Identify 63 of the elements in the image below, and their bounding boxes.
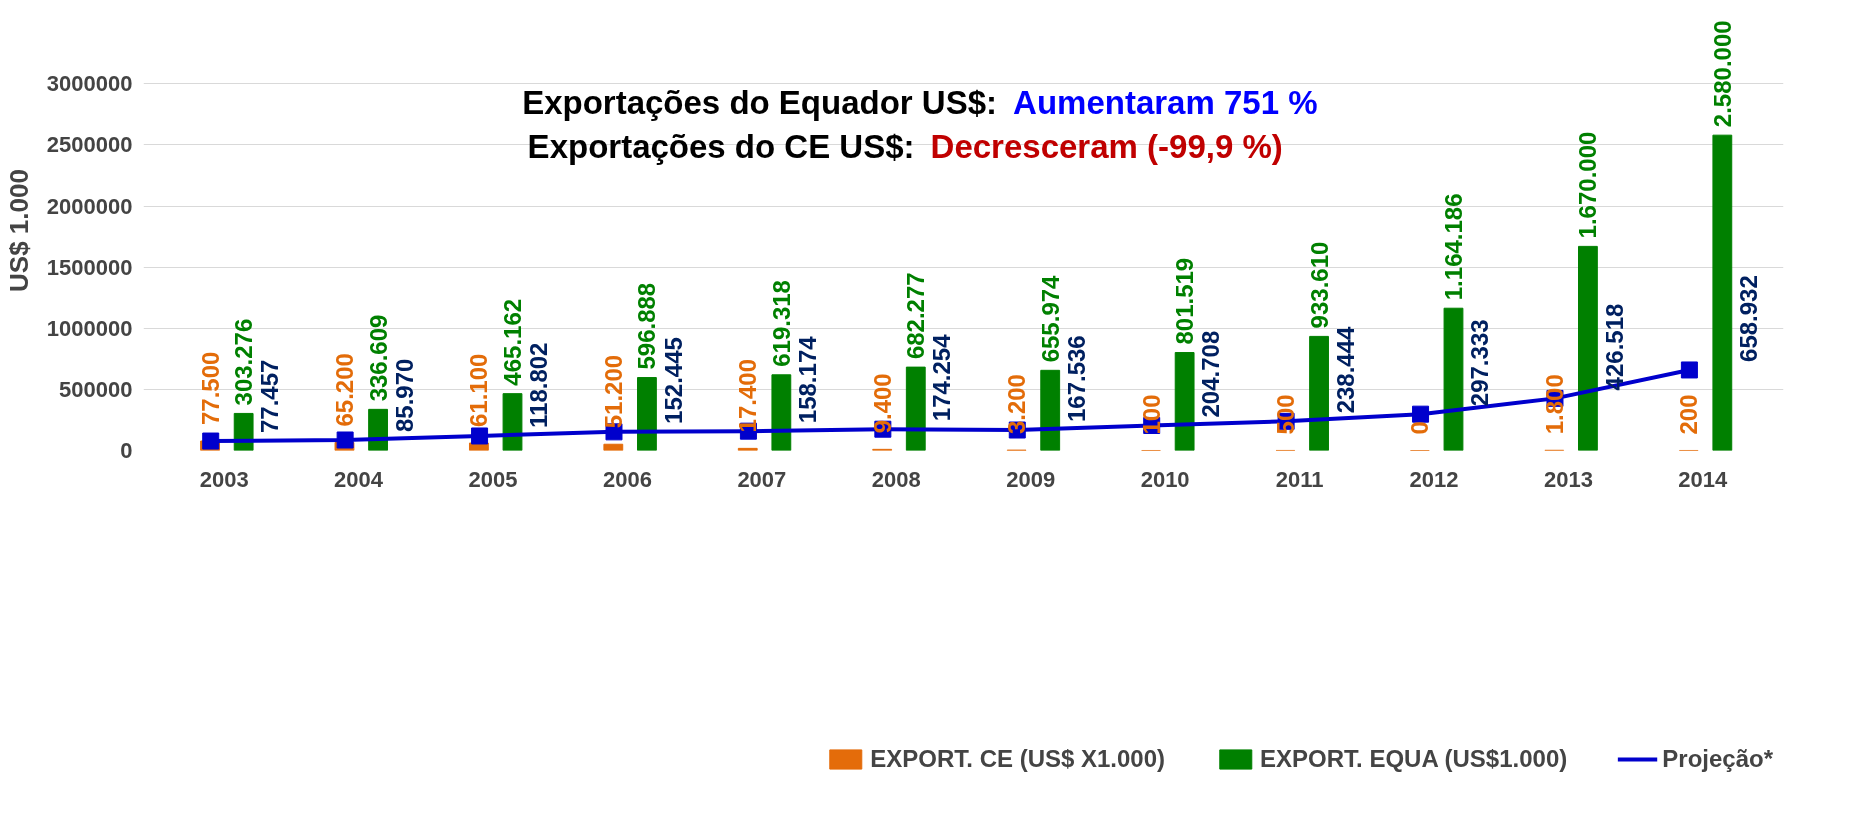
data-label: 303.276 xyxy=(230,318,258,406)
data-label: 2.580.000 xyxy=(1708,20,1736,128)
data-label: 118.802 xyxy=(525,342,553,428)
data-label: 204.708 xyxy=(1197,330,1225,418)
y-tick-label: 500000 xyxy=(59,376,133,402)
x-tick-label: 2003 xyxy=(199,466,249,492)
x-tick-label: 2012 xyxy=(1409,466,1459,492)
data-label: 801.519 xyxy=(1171,257,1199,345)
legend-label: Projeção* xyxy=(1662,745,1773,773)
y-tick-label: 2500000 xyxy=(46,132,133,158)
y-tick-label: 0 xyxy=(120,438,133,463)
annotation: Decresceram (-99,9 %) xyxy=(930,127,1283,165)
data-label: 77.457 xyxy=(256,359,284,434)
data-label: 77.500 xyxy=(196,351,224,426)
data-label: 17.400 xyxy=(734,358,762,433)
data-label: 158.174 xyxy=(794,335,822,424)
data-label: 619.318 xyxy=(767,280,795,367)
data-label: 297.333 xyxy=(1466,319,1494,407)
data-label: 9.400 xyxy=(868,373,896,434)
data-label: 1.800 xyxy=(1540,374,1568,435)
data-label: 933.610 xyxy=(1305,241,1333,329)
data-label: 658.932 xyxy=(1735,275,1763,362)
chart-title: Exportações do Equador US$: xyxy=(522,83,998,121)
data-label: 65.200 xyxy=(330,353,358,427)
y-tick-label: 1000000 xyxy=(46,315,133,341)
data-label: 85.970 xyxy=(390,358,418,432)
data-label: 152.445 xyxy=(659,337,687,424)
data-label: 238.444 xyxy=(1331,325,1359,414)
x-tick-label: 2008 xyxy=(871,466,921,492)
x-tick-label: 2010 xyxy=(1140,466,1190,492)
x-tick-label: 2004 xyxy=(334,466,384,492)
text: Exportações do CE US$: xyxy=(527,127,915,165)
y-tick-label: 1500000 xyxy=(46,254,133,280)
x-tick-label: 2007 xyxy=(737,466,787,492)
legend-label: EXPORT. CE (US$ X1.000) xyxy=(870,745,1166,773)
x-tick-label: 2013 xyxy=(1543,466,1593,492)
data-label: 51.200 xyxy=(599,354,627,429)
x-tick-label: 2014 xyxy=(1678,466,1729,492)
data-label: 465.162 xyxy=(499,298,526,386)
data-label: 655.974 xyxy=(1036,274,1064,363)
data-label: 100 xyxy=(1137,394,1165,435)
data-label: 0 xyxy=(1406,421,1434,435)
y-tick-label: 2000000 xyxy=(46,193,133,219)
data-label: 167.536 xyxy=(1062,335,1090,423)
data-label: 3.200 xyxy=(1003,374,1031,435)
annotation: Aumentaram 751 % xyxy=(1013,83,1318,121)
y-tick-label: 3000000 xyxy=(46,71,133,97)
x-tick-label: 2005 xyxy=(468,466,518,492)
data-label: 426.518 xyxy=(1600,303,1628,391)
data-label: 1.670.000 xyxy=(1574,131,1602,239)
data-label: 596.888 xyxy=(633,282,661,370)
data-label: 200 xyxy=(1675,394,1703,435)
data-label: 61.100 xyxy=(465,353,493,428)
data-label: 1.164.186 xyxy=(1439,193,1467,301)
data-label: 682.277 xyxy=(902,272,930,360)
y-axis-title: US$ 1.000 xyxy=(3,169,34,292)
x-tick-label: 2011 xyxy=(1275,466,1324,492)
legend-label: EXPORT. EQUA (US$1.000) xyxy=(1260,745,1568,773)
data-label: 500 xyxy=(1271,394,1299,435)
data-label: 336.609 xyxy=(364,314,392,402)
x-tick-label: 2006 xyxy=(602,466,652,492)
data-label: 174.254 xyxy=(928,333,956,422)
x-tick-label: 2009 xyxy=(1006,466,1056,492)
